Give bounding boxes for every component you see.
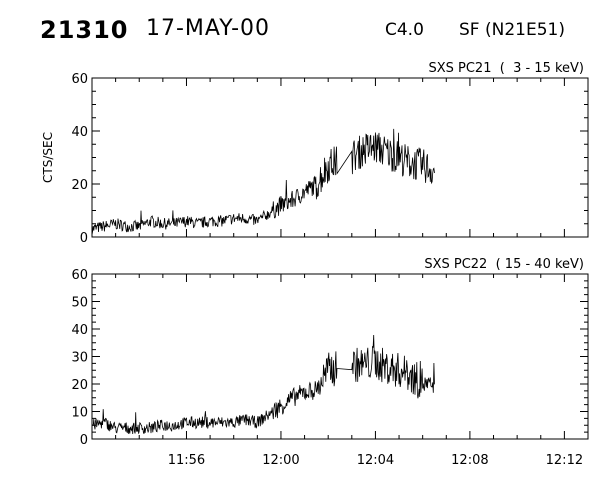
y-tick-label: 60 [71, 72, 88, 87]
flare-location: SF (N21E51) [459, 20, 565, 40]
y-tick-label: 0 [80, 433, 88, 448]
y-axis-label: CTS/SEC [41, 132, 55, 183]
y-tick-label: 30 [71, 351, 88, 366]
y-tick-label: 60 [71, 268, 88, 283]
series-line-pc21 [91, 128, 435, 235]
x-tick-label: 12:12 [546, 453, 583, 468]
y-tick-label: 40 [71, 323, 88, 338]
event-id: 21310 [40, 16, 129, 44]
x-tick-label: 12:00 [262, 453, 299, 468]
plot-frame-pc22 [91, 273, 589, 440]
plot-frame-pc21 [91, 77, 589, 238]
y-tick-label: 10 [71, 406, 88, 421]
x-tick-label: 12:08 [451, 453, 488, 468]
x-tick-label: 12:04 [357, 453, 394, 468]
y-tick-label: 20 [71, 378, 88, 393]
x-tick-label: 11:56 [168, 453, 205, 468]
y-tick-label: 0 [80, 231, 88, 246]
y-tick-label: 20 [71, 178, 88, 193]
y-tick-label: 50 [71, 296, 88, 311]
flare-class: C4.0 [385, 20, 424, 40]
y-tick-label: 40 [71, 125, 88, 140]
panel-title-pc22: SXS PC22 ( 15 - 40 keV) [424, 257, 584, 272]
event-date: 17-MAY-00 [146, 16, 271, 41]
series-line-pc22 [91, 334, 435, 435]
panel-title-pc21: SXS PC21 ( 3 - 15 keV) [428, 61, 584, 76]
